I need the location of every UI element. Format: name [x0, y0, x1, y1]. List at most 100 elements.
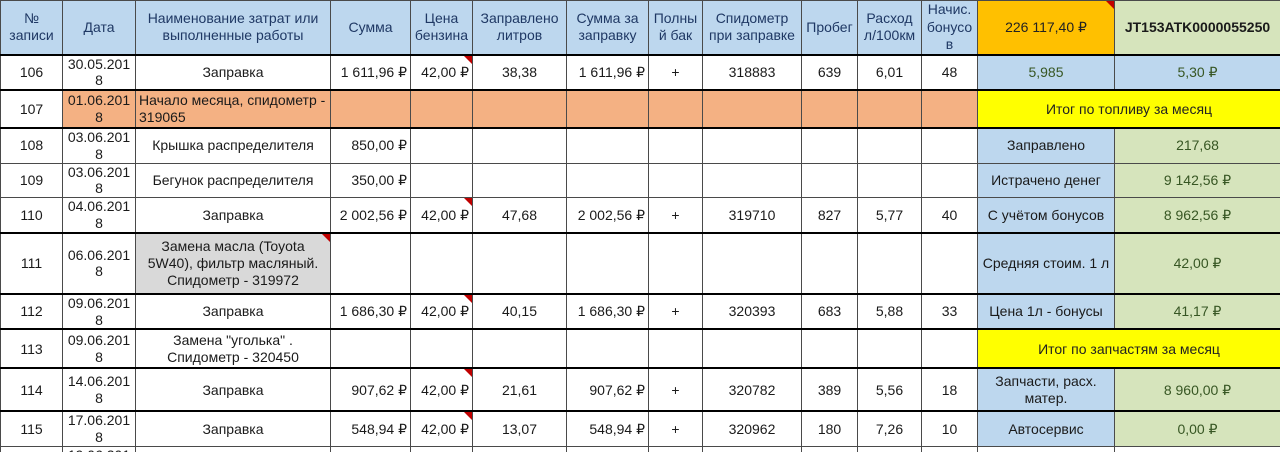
cell-106-price[interactable]: 42,00 ₽: [410, 54, 473, 92]
cell-116-cons[interactable]: [857, 446, 922, 452]
panel-109-right[interactable]: 9 142,56 ₽: [1114, 162, 1280, 199]
cell-112-tank[interactable]: +: [648, 293, 703, 331]
header-sum[interactable]: Сумма: [330, 0, 411, 56]
cell-106-run[interactable]: 639: [801, 54, 858, 92]
cell-108-fuel_sum[interactable]: [566, 127, 649, 164]
cell-115-cons[interactable]: 7,26: [857, 410, 922, 448]
cell-110-odo[interactable]: 319710: [702, 197, 802, 234]
panel-116-right[interactable]: [1114, 446, 1280, 452]
panel-111-left[interactable]: Средняя стоим. 1 л: [977, 232, 1115, 295]
cell-116-liters[interactable]: [472, 446, 567, 452]
cell-112-odo[interactable]: 320393: [702, 293, 802, 331]
cell-108-cons[interactable]: [857, 127, 922, 164]
header-bonus[interactable]: Начис. бонусов: [921, 0, 978, 56]
cell-106-odo[interactable]: 318883: [702, 54, 802, 92]
cell-109-price[interactable]: [410, 162, 473, 199]
cell-112-sum[interactable]: 1 686,30 ₽: [330, 293, 411, 331]
cell-110-id[interactable]: 110: [0, 197, 63, 234]
cell-107-fuel_sum[interactable]: [566, 89, 649, 130]
cell-113-liters[interactable]: [472, 328, 567, 370]
panel-112-right[interactable]: 41,17 ₽: [1114, 293, 1280, 331]
cell-107-sum[interactable]: [330, 89, 411, 130]
panel-106-right[interactable]: 5,30 ₽: [1114, 54, 1280, 92]
panel-106-left[interactable]: 5,985: [977, 54, 1115, 92]
cell-111-tank[interactable]: [648, 232, 703, 295]
cell-115-bonus[interactable]: 10: [921, 410, 978, 448]
cell-115-tank[interactable]: +: [648, 410, 703, 448]
panel-115-right[interactable]: 0,00 ₽: [1114, 410, 1280, 448]
cell-111-fuel_sum[interactable]: [566, 232, 649, 295]
cell-112-name[interactable]: Заправка: [135, 293, 331, 331]
cell-107-bonus[interactable]: [921, 89, 978, 130]
panel-108-right[interactable]: 217,68: [1114, 127, 1280, 164]
cell-114-run[interactable]: 389: [801, 367, 858, 413]
cell-113-name[interactable]: Замена "уголька" . Спидометр - 320450: [135, 328, 331, 370]
cell-106-cons[interactable]: 6,01: [857, 54, 922, 92]
cell-111-cons[interactable]: [857, 232, 922, 295]
cell-108-id[interactable]: 108: [0, 127, 63, 164]
cell-114-name[interactable]: Заправка: [135, 367, 331, 413]
cell-106-sum[interactable]: 1 611,96 ₽: [330, 54, 411, 92]
cell-109-odo[interactable]: [702, 162, 802, 199]
cell-112-bonus[interactable]: 33: [921, 293, 978, 331]
cell-109-date[interactable]: 03.06.2018: [62, 162, 136, 199]
cell-113-date[interactable]: 09.06.2018: [62, 328, 136, 370]
cell-114-bonus[interactable]: 18: [921, 367, 978, 413]
cell-108-odo[interactable]: [702, 127, 802, 164]
cell-112-id[interactable]: 112: [0, 293, 63, 331]
cell-108-name[interactable]: Крышка распределителя: [135, 127, 331, 164]
cell-110-bonus[interactable]: 40: [921, 197, 978, 234]
cell-113-cons[interactable]: [857, 328, 922, 370]
cell-107-date[interactable]: 01.06.2018: [62, 89, 136, 130]
header-price[interactable]: Цена бензина: [410, 0, 473, 56]
header-date[interactable]: Дата: [62, 0, 136, 56]
cell-110-sum[interactable]: 2 002,56 ₽: [330, 197, 411, 234]
cell-115-price[interactable]: 42,00 ₽: [410, 410, 473, 448]
cell-112-liters[interactable]: 40,15: [472, 293, 567, 331]
cell-113-id[interactable]: 113: [0, 328, 63, 370]
cell-116-odo[interactable]: [702, 446, 802, 452]
cell-107-price[interactable]: [410, 89, 473, 130]
cell-111-name[interactable]: Замена масла (Toyota 5W40), фильтр масля…: [135, 232, 331, 295]
cell-114-date[interactable]: 14.06.2018: [62, 367, 136, 413]
panel-109-left[interactable]: Истрачено денег: [977, 162, 1115, 199]
cell-110-run[interactable]: 827: [801, 197, 858, 234]
cell-115-sum[interactable]: 548,94 ₽: [330, 410, 411, 448]
cell-110-liters[interactable]: 47,68: [472, 197, 567, 234]
header-odo[interactable]: Спидометр при заправке: [702, 0, 802, 56]
cell-113-run[interactable]: [801, 328, 858, 370]
cell-109-liters[interactable]: [472, 162, 567, 199]
header-fuel_sum[interactable]: Сумма за заправку: [566, 0, 649, 56]
cell-107-cons[interactable]: [857, 89, 922, 130]
cell-107-run[interactable]: [801, 89, 858, 130]
cell-114-tank[interactable]: +: [648, 367, 703, 413]
cell-112-run[interactable]: 683: [801, 293, 858, 331]
cell-110-date[interactable]: 04.06.2018: [62, 197, 136, 234]
cell-108-tank[interactable]: [648, 127, 703, 164]
cell-109-tank[interactable]: [648, 162, 703, 199]
cell-115-liters[interactable]: 13,07: [472, 410, 567, 448]
panel-107-merged[interactable]: Итог по топливу за месяц: [977, 89, 1280, 130]
cell-115-id[interactable]: 115: [0, 410, 63, 448]
cell-106-liters[interactable]: 38,38: [472, 54, 567, 92]
cell-116-tank[interactable]: [648, 446, 703, 452]
cell-115-date[interactable]: 17.06.2018: [62, 410, 136, 448]
cell-116-bonus[interactable]: [921, 446, 978, 452]
cell-111-price[interactable]: [410, 232, 473, 295]
cell-106-id[interactable]: 106: [0, 54, 63, 92]
cell-114-sum[interactable]: 907,62 ₽: [330, 367, 411, 413]
header-cons[interactable]: Расход л/100км: [857, 0, 922, 56]
cell-107-odo[interactable]: [702, 89, 802, 130]
cell-116-run[interactable]: [801, 446, 858, 452]
cell-107-name[interactable]: Начало месяца, спидометр - 319065: [135, 89, 331, 130]
cell-114-liters[interactable]: 21,61: [472, 367, 567, 413]
cell-108-liters[interactable]: [472, 127, 567, 164]
panel-110-right[interactable]: 8 962,56 ₽: [1114, 197, 1280, 234]
cell-106-name[interactable]: Заправка: [135, 54, 331, 92]
cell-109-sum[interactable]: 350,00 ₽: [330, 162, 411, 199]
cell-110-cons[interactable]: 5,77: [857, 197, 922, 234]
cell-108-sum[interactable]: 850,00 ₽: [330, 127, 411, 164]
cell-115-run[interactable]: 180: [801, 410, 858, 448]
cell-116-price[interactable]: [410, 446, 473, 452]
cell-112-cons[interactable]: 5,88: [857, 293, 922, 331]
